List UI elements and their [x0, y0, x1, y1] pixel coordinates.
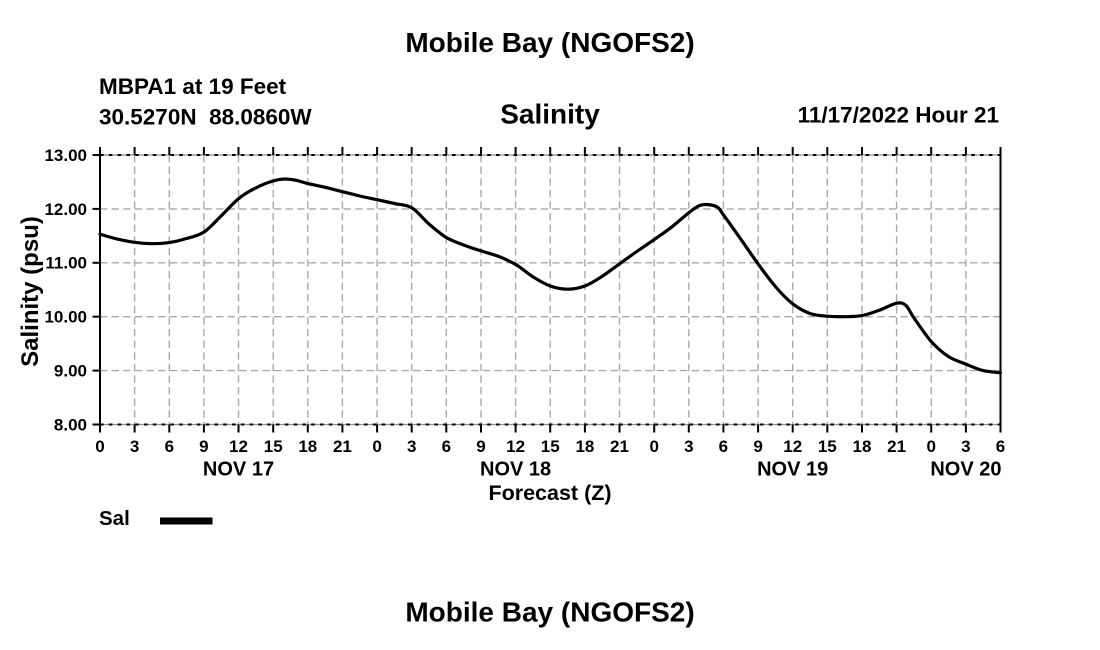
- svg-text:12: 12: [229, 437, 248, 456]
- svg-text:9: 9: [753, 437, 762, 456]
- svg-text:0: 0: [95, 437, 104, 456]
- svg-text:15: 15: [541, 437, 560, 456]
- svg-text:Mobile Bay (NGOFS2): Mobile Bay (NGOFS2): [405, 27, 694, 58]
- svg-text:15: 15: [264, 437, 283, 456]
- svg-text:8.00: 8.00: [54, 415, 87, 434]
- svg-text:21: 21: [610, 437, 629, 456]
- svg-text:Mobile Bay (NGOFS2): Mobile Bay (NGOFS2): [405, 597, 694, 628]
- svg-text:3: 3: [684, 437, 693, 456]
- svg-text:18: 18: [575, 437, 594, 456]
- svg-text:9: 9: [476, 437, 485, 456]
- svg-text:6: 6: [996, 437, 1005, 456]
- svg-text:11/17/2022 Hour 21: 11/17/2022 Hour 21: [798, 103, 999, 128]
- svg-text:12: 12: [783, 437, 802, 456]
- svg-text:NOV 19: NOV 19: [757, 459, 828, 481]
- svg-text:12.00: 12.00: [44, 200, 87, 219]
- svg-text:Salinity (psu): Salinity (psu): [17, 216, 44, 367]
- svg-text:30.5270N 88.0860W: 30.5270N 88.0860W: [99, 105, 312, 130]
- svg-text:0: 0: [649, 437, 658, 456]
- svg-text:6: 6: [442, 437, 451, 456]
- svg-text:21: 21: [333, 437, 352, 456]
- svg-text:NOV 17: NOV 17: [203, 459, 274, 481]
- svg-text:10.00: 10.00: [44, 308, 87, 327]
- svg-text:18: 18: [298, 437, 317, 456]
- svg-text:15: 15: [818, 437, 837, 456]
- svg-text:18: 18: [853, 437, 872, 456]
- svg-text:3: 3: [407, 437, 416, 456]
- svg-text:11.00: 11.00: [45, 254, 87, 273]
- svg-text:Forecast (Z): Forecast (Z): [488, 481, 611, 505]
- svg-text:3: 3: [961, 437, 970, 456]
- svg-text:9.00: 9.00: [54, 362, 87, 381]
- svg-text:3: 3: [130, 437, 139, 456]
- svg-text:6: 6: [165, 437, 174, 456]
- svg-text:12: 12: [506, 437, 525, 456]
- svg-text:6: 6: [719, 437, 728, 456]
- svg-text:NOV 20: NOV 20: [930, 459, 1001, 481]
- svg-text:MBPA1 at 19 Feet: MBPA1 at 19 Feet: [99, 74, 287, 99]
- svg-text:0: 0: [926, 437, 935, 456]
- svg-text:9: 9: [199, 437, 208, 456]
- svg-text:Salinity: Salinity: [500, 99, 600, 130]
- svg-text:NOV 18: NOV 18: [480, 459, 551, 481]
- svg-text:Sal: Sal: [99, 507, 130, 530]
- svg-text:0: 0: [372, 437, 381, 456]
- svg-text:21: 21: [887, 437, 906, 456]
- svg-text:13.00: 13.00: [44, 146, 87, 165]
